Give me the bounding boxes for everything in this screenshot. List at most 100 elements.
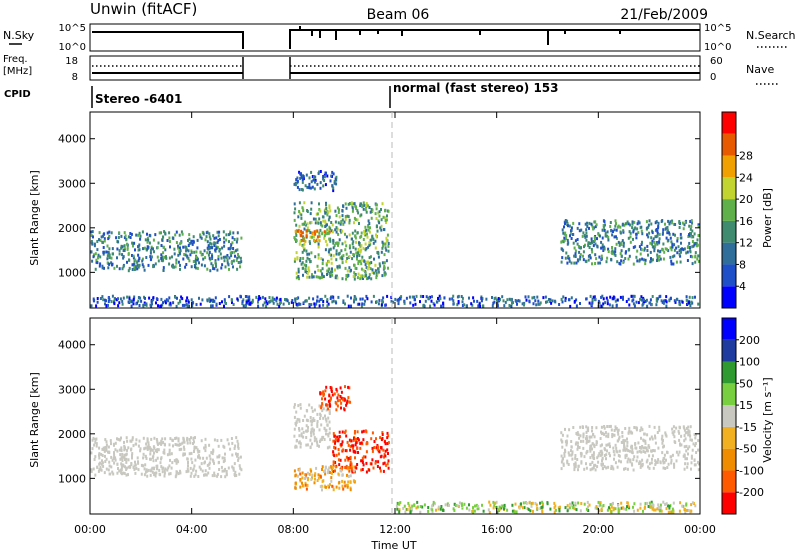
power-echo-cell bbox=[640, 248, 643, 252]
power-echo-cell bbox=[608, 303, 611, 307]
velocity-echo-cell bbox=[657, 505, 660, 509]
velocity-echo-cell bbox=[120, 436, 122, 440]
power-echo-cell bbox=[379, 264, 382, 268]
velocity-echo-cell bbox=[239, 455, 242, 459]
power-echo-cell bbox=[348, 218, 351, 222]
velocity-echo-cell bbox=[190, 457, 193, 461]
velocity-echo-cell bbox=[316, 420, 319, 423]
power-echo-cell bbox=[313, 302, 316, 306]
power-echo-cell bbox=[199, 250, 202, 254]
power-echo-cell bbox=[297, 229, 300, 233]
velocity-echo-cell bbox=[605, 443, 608, 447]
power-echo-cell bbox=[228, 295, 231, 299]
power-echo-cell bbox=[570, 261, 573, 265]
velocity-echo-cell bbox=[301, 476, 304, 480]
velocity-echo-cell bbox=[520, 502, 522, 506]
velocity-echo-cell bbox=[670, 510, 673, 514]
velocity-echo-cell bbox=[579, 425, 582, 429]
velocity-echo-cell bbox=[617, 510, 620, 513]
power-echo-cell bbox=[627, 257, 630, 261]
power-echo-cell bbox=[591, 301, 594, 305]
velocity-echo-cell bbox=[616, 465, 619, 469]
power-echo-cell bbox=[573, 261, 576, 265]
power-echo-cell bbox=[377, 219, 380, 223]
power-echo-cell bbox=[674, 223, 677, 226]
power-echo-cell bbox=[184, 265, 187, 269]
power-echo-cell bbox=[335, 258, 338, 262]
power-echo-cell bbox=[359, 277, 362, 281]
velocity-echo-cell bbox=[648, 424, 651, 428]
velocity-echo-cell bbox=[603, 465, 606, 469]
power-echo-cell bbox=[575, 304, 578, 308]
velocity-echo-cell bbox=[118, 448, 121, 452]
power-echo-cell bbox=[329, 297, 332, 300]
power-echo-cell bbox=[302, 245, 305, 249]
power-echo-cell bbox=[582, 254, 584, 258]
velocity-echo-cell bbox=[565, 439, 568, 443]
velocity-echo-cell bbox=[144, 446, 147, 450]
power-echo-cell bbox=[368, 222, 371, 225]
power-echo-cell bbox=[582, 231, 585, 235]
velocity-echo-cell bbox=[613, 433, 616, 437]
velocity-echo-cell bbox=[573, 468, 576, 472]
power-echo-cell bbox=[368, 265, 371, 268]
power-echo-cell bbox=[327, 267, 330, 271]
velocity-echo-cell bbox=[342, 487, 345, 491]
power-echo-cell bbox=[107, 303, 109, 307]
power-echo-cell bbox=[650, 236, 653, 240]
power-echo-cell bbox=[328, 206, 331, 210]
power-echo-cell bbox=[99, 297, 102, 300]
freq-tick-high: 18 bbox=[65, 56, 78, 67]
velocity-echo-cell bbox=[362, 429, 365, 433]
power-echo-cell bbox=[244, 304, 247, 308]
velocity-echo-cell bbox=[148, 446, 151, 450]
nsearch-tick-low: 10^0 bbox=[704, 42, 731, 53]
velocity-echo-cell bbox=[691, 501, 694, 505]
power-echo-cell bbox=[168, 303, 171, 307]
power-echo-cell bbox=[174, 295, 177, 299]
velocity-echo-cell bbox=[365, 470, 368, 474]
power-echo-cell bbox=[127, 235, 130, 239]
velocity-echo-cell bbox=[209, 457, 212, 461]
power-echo-cell bbox=[678, 252, 681, 256]
power-echo-cell bbox=[622, 229, 625, 233]
power-echo-cell bbox=[569, 234, 571, 238]
velocity-echo-cell bbox=[354, 437, 357, 441]
power-echo-cell bbox=[326, 298, 329, 302]
power-echo-cell bbox=[593, 236, 596, 240]
power-echo-cell bbox=[268, 296, 271, 299]
velocity-echo-cell bbox=[666, 504, 669, 508]
velocity-colorbar-segment bbox=[722, 318, 736, 340]
velocity-echo-cell bbox=[321, 402, 324, 406]
freq-label: Freq. bbox=[3, 54, 28, 65]
velocity-echo-cell bbox=[663, 456, 666, 460]
velocity-echo-cell bbox=[125, 473, 128, 477]
power-echo-cell bbox=[570, 226, 573, 230]
power-echo-cell bbox=[345, 235, 348, 239]
power-echo-cell bbox=[137, 253, 140, 257]
power-echo-cell bbox=[689, 250, 692, 254]
velocity-echo-cell bbox=[618, 449, 621, 453]
velocity-echo-cell bbox=[614, 507, 617, 511]
power-echo-cell bbox=[328, 248, 331, 252]
power-echo-cell bbox=[340, 255, 343, 259]
power-echo-cell bbox=[335, 230, 338, 234]
power-echo-cell bbox=[560, 260, 563, 264]
power-echo-cell bbox=[355, 207, 358, 210]
power-echo-cell bbox=[311, 185, 314, 189]
velocity-echo-cell bbox=[554, 508, 557, 512]
velocity-echo-cell bbox=[562, 457, 564, 461]
velocity-echo-cell bbox=[444, 503, 447, 507]
power-echo-cell bbox=[209, 246, 212, 249]
power-echo-cell bbox=[290, 300, 293, 304]
velocity-echo-cell bbox=[237, 458, 240, 462]
velocity-echo-cell bbox=[640, 450, 643, 454]
velocity-echo-cell bbox=[186, 436, 189, 440]
velocity-echo-cell bbox=[583, 467, 586, 471]
velocity-echo-cell bbox=[684, 431, 687, 435]
velocity-echo-cell bbox=[644, 505, 646, 509]
velocity-echo-cell bbox=[687, 452, 689, 456]
power-echo-cell bbox=[465, 304, 468, 308]
velocity-echo-cell bbox=[345, 403, 348, 407]
